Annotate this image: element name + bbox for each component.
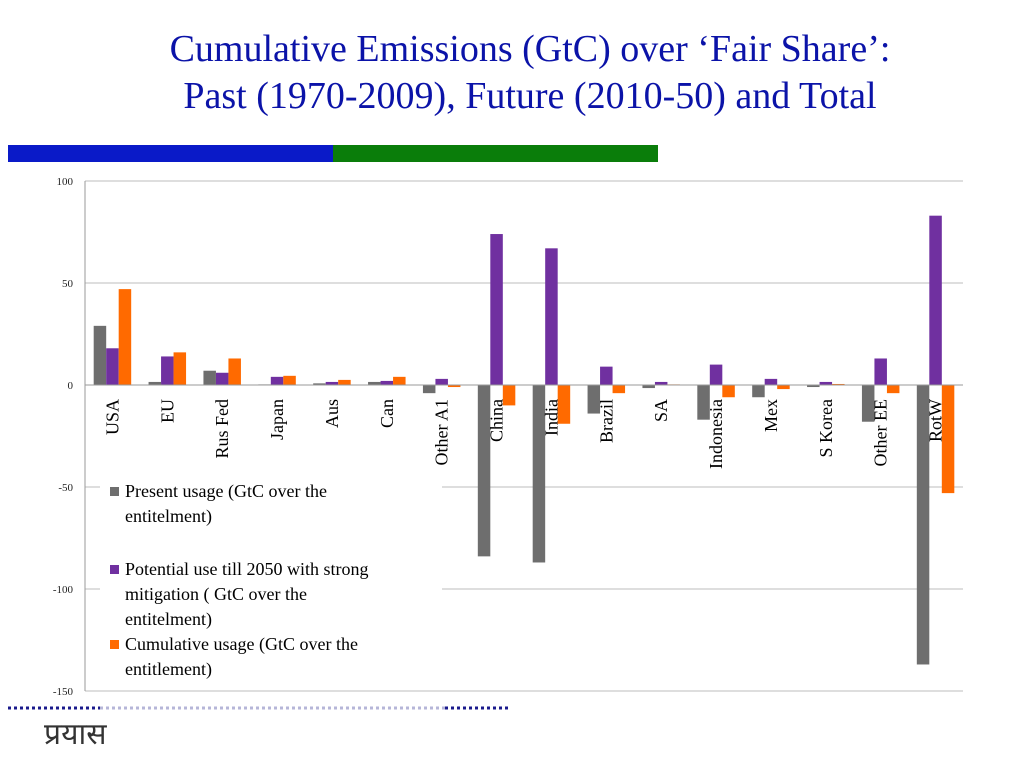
bar-aus-s1 — [313, 383, 326, 385]
legend-label-3: entitlement) — [125, 659, 212, 680]
bar-eu-s2 — [161, 356, 174, 385]
bar-other-ee-s3 — [886, 385, 900, 394]
bar-usa-s1 — [93, 325, 107, 385]
legend-swatch-3 — [110, 640, 119, 649]
title-line-1: Cumulative Emissions (GtC) over ‘Fair Sh… — [169, 28, 891, 70]
legend-swatch-1 — [110, 487, 119, 496]
title-underline-blue — [8, 145, 333, 162]
bar-rotw-s3 — [941, 385, 955, 494]
category-label: Other EE — [871, 399, 891, 466]
category-label: USA — [102, 399, 122, 435]
title-underline-green — [333, 145, 658, 162]
bar-other-ee-s2 — [874, 358, 887, 385]
bar-s-korea-s2 — [819, 381, 833, 385]
category-label: Aus — [322, 399, 342, 428]
category-label: India — [541, 399, 561, 436]
bar-can-s2 — [380, 380, 394, 385]
bar-aus-s2 — [325, 381, 339, 385]
bar-india-s3 — [557, 385, 571, 424]
bar-mex-s1 — [752, 385, 765, 398]
bar-eu-s1 — [148, 381, 162, 385]
legend-swatch-2 — [110, 565, 119, 574]
legend-label-2: Potential use till 2050 with strong — [125, 559, 369, 579]
bar-other-a1-s1 — [422, 385, 436, 394]
bar-can-s1 — [368, 381, 381, 385]
category-label: RotW — [926, 399, 946, 442]
title-line-2: Past (1970-2009), Future (2010-50) and T… — [183, 75, 877, 117]
slide-title: Cumulative Emissions (GtC) over ‘Fair Sh… — [0, 26, 1024, 120]
bar-rus-fed-s2 — [215, 372, 229, 385]
bar-sa-s1 — [642, 385, 655, 389]
bar-japan-s3 — [283, 375, 296, 385]
bar-brazil-s2 — [600, 366, 613, 385]
bar-other-a1-s3 — [447, 385, 461, 388]
bar-usa-s3 — [118, 289, 132, 385]
bar-brazil-s3 — [612, 385, 626, 394]
bar-eu-s3 — [173, 352, 187, 385]
legend-label-2: entitelment) — [125, 609, 212, 630]
category-label: S Korea — [816, 399, 836, 457]
category-label: China — [487, 399, 507, 442]
category-label: Can — [377, 399, 397, 428]
y-tick-label: -50 — [58, 482, 73, 494]
bar-s-korea-s1 — [807, 385, 820, 388]
category-label: Mex — [761, 399, 781, 432]
bar-rus-fed-s1 — [203, 370, 216, 385]
bar-mex-s2 — [764, 378, 778, 385]
category-label: Brazil — [596, 399, 616, 443]
bar-india-s1 — [532, 385, 546, 563]
bar-mex-s3 — [777, 385, 790, 390]
y-tick-label: -150 — [53, 686, 74, 698]
bar-s-korea-s3 — [832, 383, 845, 385]
bar-indonesia-s3 — [722, 385, 735, 398]
y-tick-label: 0 — [68, 380, 74, 392]
bar-china-s3 — [502, 385, 516, 406]
emissions-bar-chart: 100 50 0 -50 -100 -150 USA EU Rus Fed Japan Aus Can… — [8, 176, 963, 710]
y-tick-label: 100 — [57, 176, 74, 188]
category-label: Other A1 — [432, 399, 452, 466]
bar-china-s1 — [477, 385, 491, 557]
y-tick-label: 50 — [62, 278, 74, 290]
bar-indonesia-s1 — [697, 385, 710, 420]
bar-rus-fed-s3 — [228, 358, 241, 385]
bar-sa-s2 — [654, 381, 668, 385]
bar-indonesia-s2 — [709, 364, 723, 385]
bar-usa-s2 — [106, 348, 119, 385]
bar-brazil-s1 — [587, 385, 601, 414]
legend-label-3: Cumulative usage (GtC over the — [125, 634, 358, 655]
prayas-logo: प्रयास — [44, 717, 107, 752]
bar-rotw-s2 — [929, 215, 942, 385]
y-tick-label: -100 — [53, 584, 74, 596]
bar-india-s2 — [545, 248, 558, 385]
legend-label-2: mitigation ( GtC over the — [125, 584, 307, 605]
category-label: Japan — [267, 399, 287, 440]
bar-can-s3 — [393, 376, 406, 385]
legend-box — [100, 480, 442, 690]
bar-rotw-s1 — [916, 385, 930, 665]
legend-label-1: Present usage (GtC over the — [125, 481, 327, 502]
bar-china-s2 — [490, 234, 503, 385]
bar-other-a1-s2 — [435, 378, 448, 385]
bar-japan-s2 — [270, 376, 284, 385]
category-label: SA — [651, 399, 671, 422]
bar-other-ee-s1 — [861, 385, 875, 422]
category-label: Indonesia — [706, 399, 726, 469]
legend-label-1: entitelment) — [125, 506, 212, 527]
bar-aus-s3 — [338, 379, 351, 385]
category-label: Rus Fed — [212, 399, 232, 459]
category-label: EU — [157, 399, 177, 423]
